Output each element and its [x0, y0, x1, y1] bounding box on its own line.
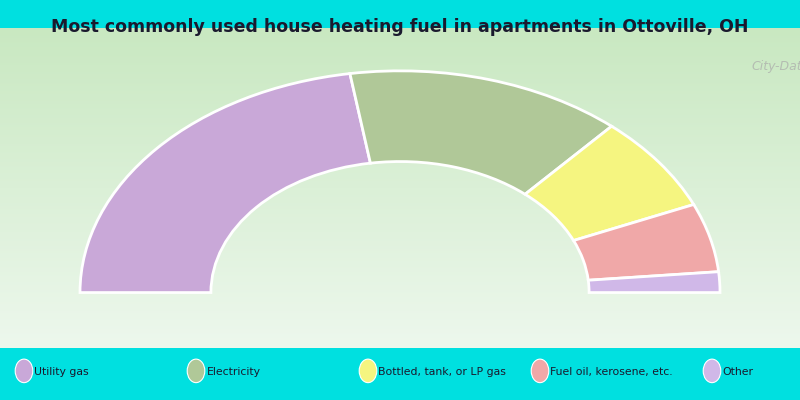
- Text: Fuel oil, kerosene, etc.: Fuel oil, kerosene, etc.: [550, 367, 673, 377]
- Ellipse shape: [531, 359, 549, 383]
- Wedge shape: [574, 204, 718, 280]
- Text: Bottled, tank, or LP gas: Bottled, tank, or LP gas: [378, 367, 506, 377]
- Text: Most commonly used house heating fuel in apartments in Ottoville, OH: Most commonly used house heating fuel in…: [51, 18, 749, 36]
- Text: Utility gas: Utility gas: [34, 367, 89, 377]
- Wedge shape: [350, 71, 612, 194]
- Ellipse shape: [359, 359, 377, 383]
- Text: Other: Other: [722, 367, 754, 377]
- Ellipse shape: [703, 359, 721, 383]
- Wedge shape: [588, 272, 720, 292]
- Ellipse shape: [187, 359, 205, 383]
- Wedge shape: [525, 126, 694, 240]
- Text: City-Data.com: City-Data.com: [751, 60, 800, 73]
- Wedge shape: [80, 74, 370, 292]
- Text: Electricity: Electricity: [206, 367, 260, 377]
- Ellipse shape: [15, 359, 33, 383]
